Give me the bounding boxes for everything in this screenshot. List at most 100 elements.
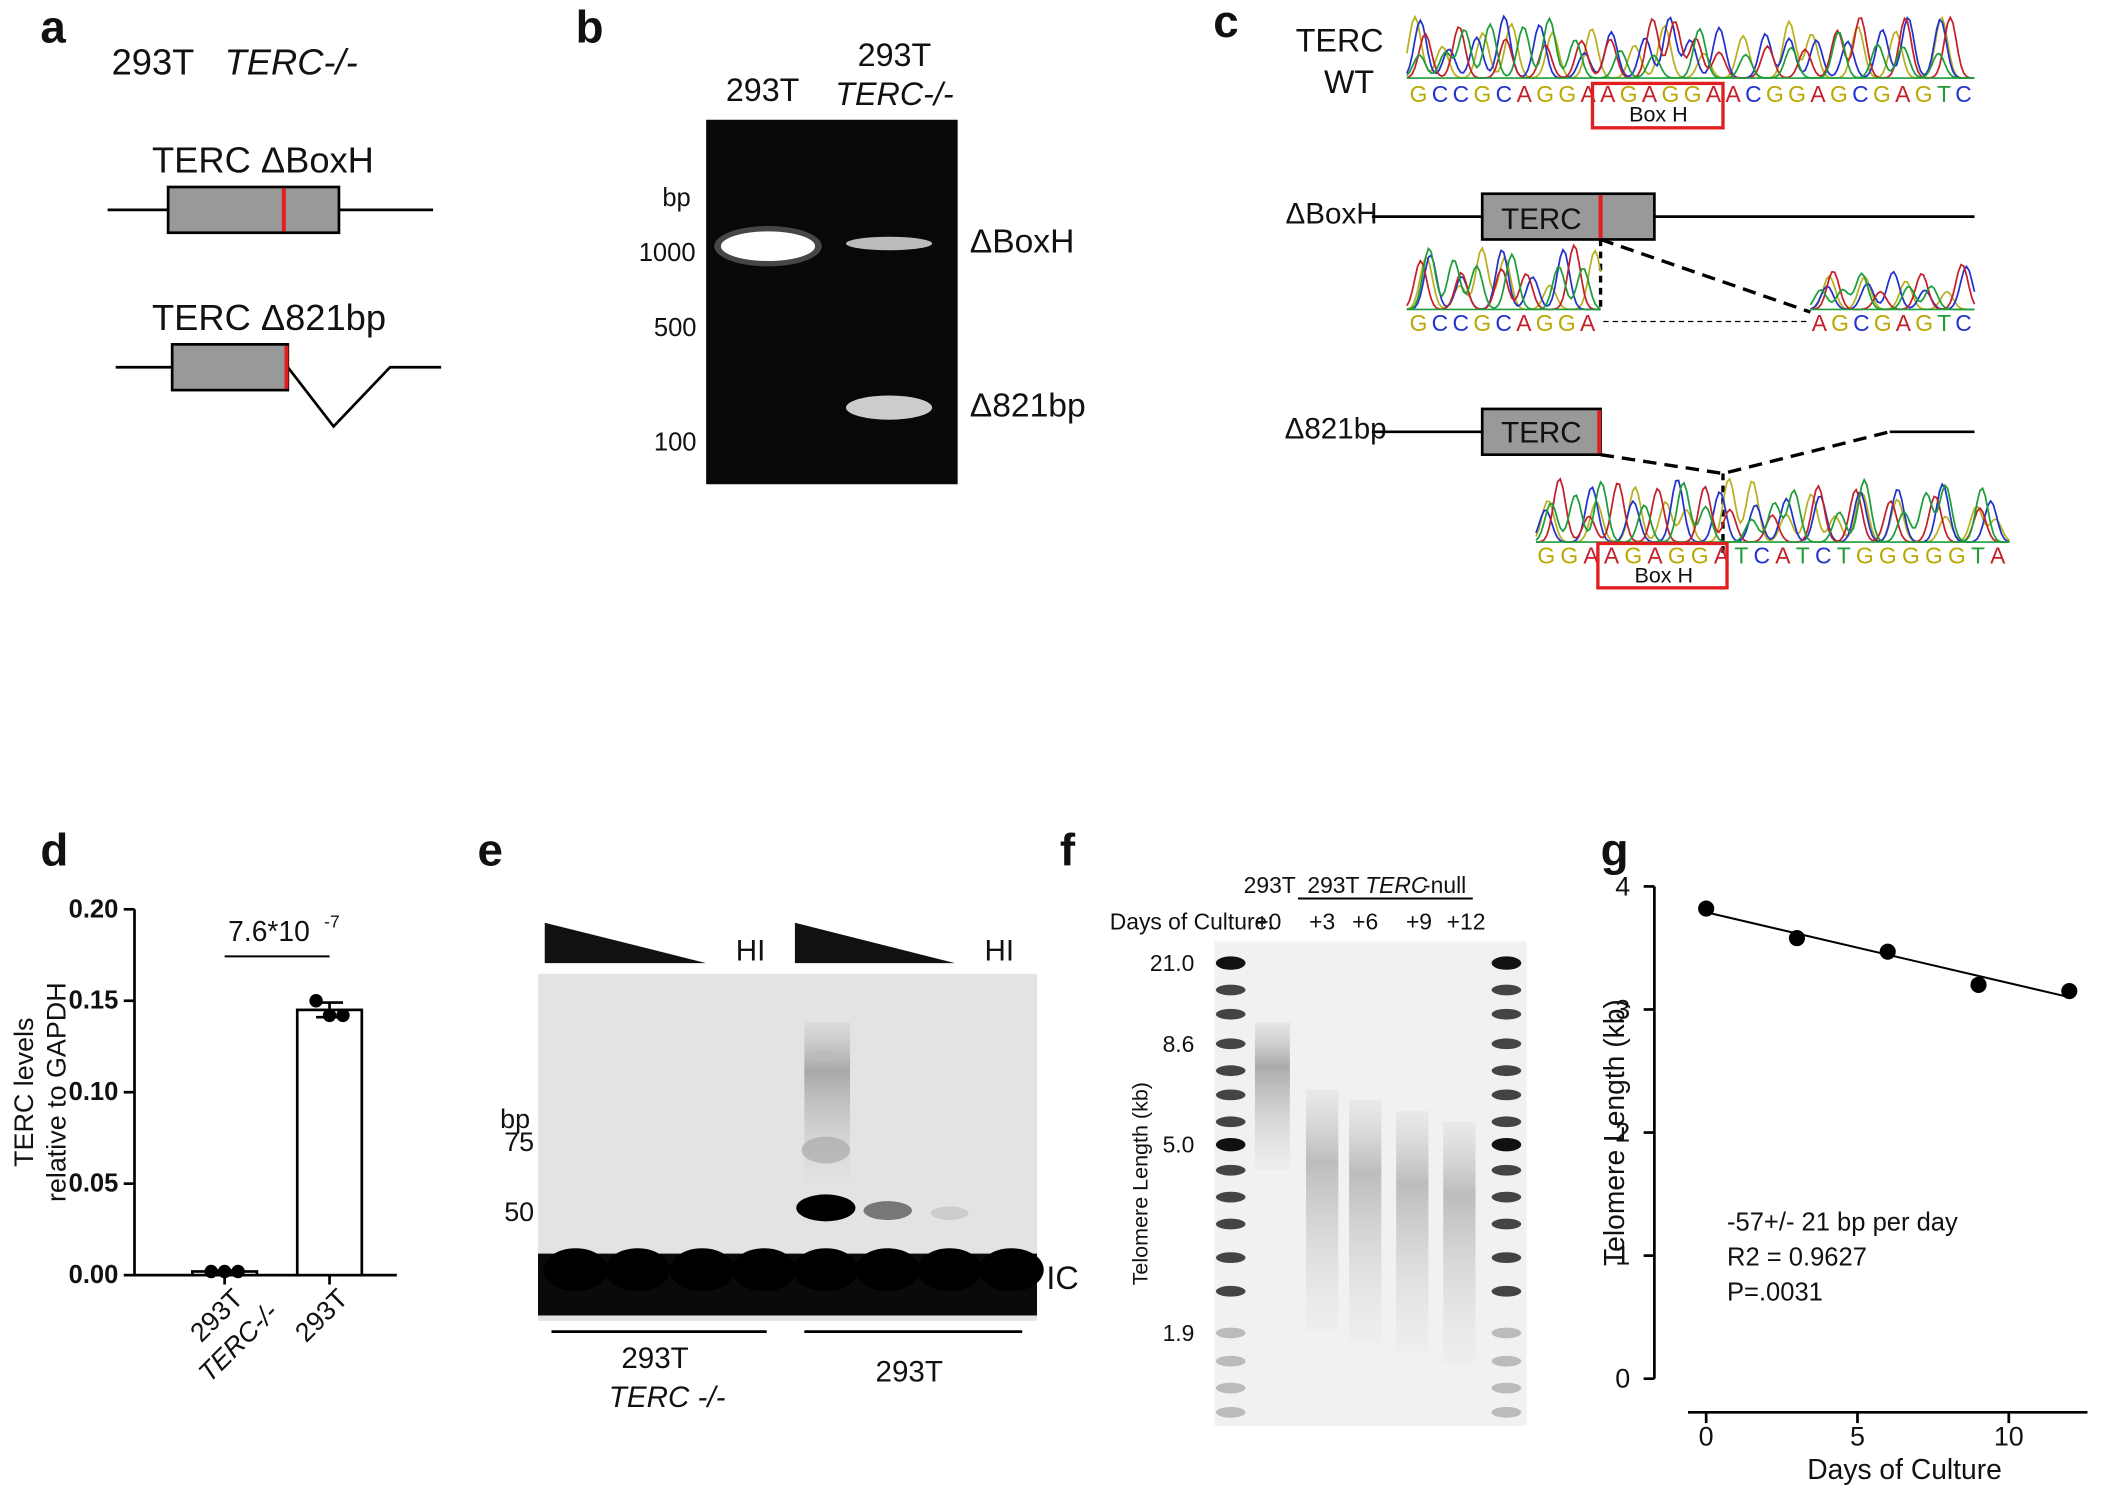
gel-band [720, 231, 816, 261]
gel-band [804, 1050, 842, 1062]
data-point [309, 994, 323, 1008]
label: TERC-/- [225, 41, 358, 82]
ladder-band [1491, 1191, 1522, 1203]
dilution-wedge [794, 922, 955, 964]
data-point [336, 1008, 350, 1023]
x-axis-label: Days of Culture [1807, 1453, 2002, 1485]
y-tick-label: 0 [1615, 1364, 1630, 1394]
data-point [1879, 943, 1896, 960]
ladder-band [1491, 1008, 1522, 1020]
gel-band [855, 1248, 920, 1292]
ladder-band [1215, 1191, 1246, 1203]
y-tick-label: 0.15 [69, 987, 119, 1015]
label: ΔBoxH [1286, 197, 1378, 230]
label: 5.0 [1163, 1132, 1195, 1158]
chromatogram-trace [1406, 14, 1975, 79]
gel-smear [1306, 1089, 1339, 1332]
gel-band [863, 1201, 912, 1220]
y-tick-label: 4 [1615, 871, 1630, 901]
ladder-band [1491, 1065, 1522, 1077]
box-h-frame [1596, 541, 1729, 590]
ladder-band [1215, 984, 1246, 996]
data-point [231, 1264, 245, 1279]
data-point [204, 1264, 218, 1279]
ladder-band [1491, 1089, 1522, 1101]
y-tick-label: 3 [1615, 994, 1630, 1024]
y-tick-label: 1 [1615, 1241, 1630, 1271]
ladder-band [1215, 1008, 1246, 1020]
label: bp [500, 1104, 530, 1134]
label: 293T [112, 41, 195, 82]
ladder-band [1215, 1116, 1246, 1128]
label: +3 [1309, 908, 1335, 934]
label: Days of Culture: [1110, 908, 1274, 934]
label: Telomere Length (kb) [1129, 1082, 1153, 1285]
label: 1000 [639, 239, 696, 267]
gel-smear [1443, 1121, 1476, 1364]
ladder-band [1491, 1164, 1522, 1176]
chromatogram-trace [1535, 477, 2010, 543]
chromatogram-trace [1810, 263, 1976, 311]
label: +9 [1406, 908, 1432, 934]
ladder-band [1491, 956, 1522, 970]
ladder-band [1491, 1382, 1522, 1394]
label: +6 [1352, 908, 1378, 934]
panel-label: d [40, 825, 68, 876]
bar [295, 1008, 364, 1277]
data-point [1698, 900, 1715, 917]
chromatogram-trace [1406, 246, 1601, 311]
ladder-band [1215, 1038, 1246, 1050]
x-tick-label: 0 [1699, 1422, 1714, 1452]
ladder-band [1215, 1164, 1246, 1176]
label: 500 [654, 314, 697, 342]
label: WT [1324, 64, 1374, 100]
box [166, 185, 341, 235]
label: TERC-/- [835, 76, 954, 112]
ladder-band [1491, 1285, 1522, 1297]
y-tick-label: 2 [1615, 1118, 1630, 1148]
gel-band [846, 395, 933, 420]
data-point [1788, 930, 1806, 947]
gel-band [979, 1248, 1044, 1292]
label: Δ821bp [970, 388, 1086, 425]
label: Box H [1629, 102, 1688, 126]
ladder-band [1215, 956, 1246, 970]
label: TERC [1501, 203, 1582, 236]
panel-label: a [40, 1, 66, 52]
ladder-band [1491, 1116, 1522, 1128]
label: +12 [1447, 908, 1486, 934]
gel-band [731, 1248, 797, 1292]
label: 293T [1244, 872, 1296, 898]
gel-band [917, 1248, 982, 1292]
ladder-band [1215, 1065, 1246, 1077]
chromatogram-trace [1406, 16, 1975, 79]
ladder-band [1491, 1406, 1522, 1418]
x-tick-label: 5 [1850, 1422, 1865, 1452]
ladder-band [1491, 984, 1522, 996]
gel-band [930, 1206, 969, 1220]
label: Box H [1634, 564, 1693, 588]
label: TERC [1296, 22, 1384, 58]
y-tick-label: 0.05 [69, 1170, 119, 1198]
annotation: -57+/- 21 bp per day [1727, 1209, 1958, 1237]
data-point [322, 1008, 337, 1023]
label: Δ821bp [1285, 413, 1387, 446]
box [1480, 192, 1656, 241]
data-point [2061, 982, 2078, 1000]
annotation-superscript: -7 [324, 911, 340, 931]
label: HI [736, 934, 766, 967]
ladder-band [1491, 1218, 1522, 1230]
ladder-band [1215, 1327, 1246, 1339]
label: TERC Δ821bp [152, 297, 386, 338]
panel-label: e [477, 825, 502, 876]
label: bp [662, 184, 690, 212]
annotation: 7.6*10 [228, 915, 310, 947]
label: 293T [726, 72, 800, 108]
label: IC [1046, 1260, 1078, 1296]
ladder-band [1215, 1137, 1246, 1152]
